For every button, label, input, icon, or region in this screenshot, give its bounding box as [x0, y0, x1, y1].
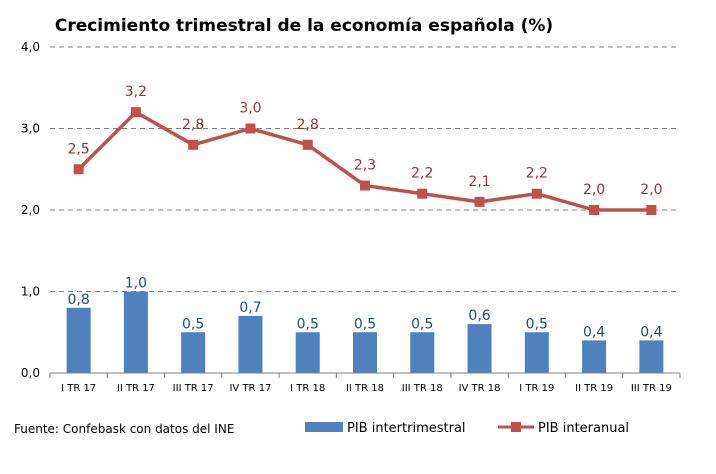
- gridlines: [50, 46, 680, 292]
- bar-data-label: 0,8: [68, 292, 90, 308]
- x-tick-label: IV TR 18: [459, 383, 501, 394]
- x-tick-label: III TR 19: [631, 383, 672, 394]
- line-marker: [245, 123, 256, 134]
- x-tick-label: I TR 19: [519, 383, 554, 394]
- line-marker: [188, 139, 199, 150]
- x-tick-label: II TR 17: [117, 383, 155, 394]
- data-labels: 0,8 1,0 0,5 0,7 0,5 0,5 0,5 0,6 0,5 0,4 0,4 2,5 3,2 2…: [68, 84, 663, 340]
- x-tick-label: III TR 18: [402, 383, 443, 394]
- legend-marker-line: [511, 422, 521, 432]
- line-marker: [360, 180, 370, 191]
- y-tick-label: 1,0: [21, 285, 40, 299]
- bar: [123, 291, 148, 373]
- bar-data-label: 0,7: [239, 300, 261, 316]
- bar: [295, 332, 320, 373]
- x-tick-label: III TR 17: [173, 383, 214, 394]
- bar-data-label: 0,5: [526, 316, 548, 332]
- bar: [410, 332, 435, 373]
- line-marker: [531, 188, 542, 199]
- bar-data-label: 0,4: [583, 324, 605, 340]
- line-marker: [302, 139, 313, 150]
- x-tick-label: II TR 19: [575, 383, 613, 394]
- bar-data-label: 0,5: [354, 316, 376, 332]
- line-data-label: 2,1: [468, 174, 490, 190]
- line-data-label: 2,5: [68, 141, 90, 157]
- x-tick-label: I TR 18: [290, 383, 325, 394]
- line-marker: [130, 107, 141, 118]
- bar: [238, 315, 263, 373]
- line-series: [73, 107, 657, 215]
- legend-swatch-bar: [305, 422, 343, 432]
- source-note: Fuente: Confebask con datos del INE: [14, 422, 234, 436]
- bar-data-label: 0,4: [640, 324, 662, 340]
- legend-label-line: PIB interanual: [538, 421, 629, 436]
- bar: [467, 324, 492, 373]
- bar-data-label: 0,5: [182, 316, 204, 332]
- line-data-label: 2,0: [583, 182, 605, 198]
- line-marker: [417, 188, 428, 199]
- line-data-label: 2,8: [182, 117, 204, 133]
- bar-data-label: 0,5: [411, 316, 433, 332]
- x-tick-label: IV TR 17: [229, 383, 271, 394]
- bar: [582, 340, 607, 373]
- x-tick-label: I TR 17: [61, 383, 96, 394]
- legend-label-bar: PIB intertrimestral: [347, 421, 466, 436]
- line-marker: [474, 196, 485, 207]
- bar-series: [66, 291, 664, 373]
- legend: PIB intertrimestral PIB interanual: [305, 421, 629, 436]
- y-tick-label: 2,0: [21, 203, 40, 217]
- y-axis-ticks: 0,0 1,0 2,0 3,0 4,0: [21, 40, 40, 380]
- line-marker: [589, 205, 600, 215]
- line-data-label: 2,2: [526, 166, 548, 182]
- x-axis-ticks: I TR 17 II TR 17 III TR 17 IV TR 17 I TR 18 I…: [49, 373, 681, 394]
- bar: [66, 307, 91, 373]
- bar: [524, 332, 549, 373]
- line-data-label: 2,8: [297, 117, 319, 133]
- line-data-label: 2,2: [411, 166, 433, 182]
- y-tick-label: 0,0: [21, 366, 40, 380]
- bar: [639, 340, 664, 373]
- chart-title: Crecimiento trimestral de la economía es…: [55, 16, 553, 36]
- bar-data-label: 1,0: [125, 276, 147, 292]
- bar: [181, 332, 206, 373]
- line-data-label: 3,2: [125, 84, 147, 100]
- y-tick-label: 3,0: [21, 122, 40, 136]
- y-tick-label: 4,0: [21, 40, 40, 54]
- line-data-label: 2,0: [640, 182, 662, 198]
- line-marker: [646, 205, 657, 215]
- line-data-label: 3,0: [239, 101, 261, 117]
- bar-data-label: 0,5: [297, 316, 319, 332]
- x-tick-label: II TR 18: [346, 383, 384, 394]
- bar-data-label: 0,6: [468, 308, 490, 324]
- line-data-label: 2,3: [354, 158, 376, 174]
- line-marker: [73, 164, 84, 175]
- bar: [353, 332, 377, 373]
